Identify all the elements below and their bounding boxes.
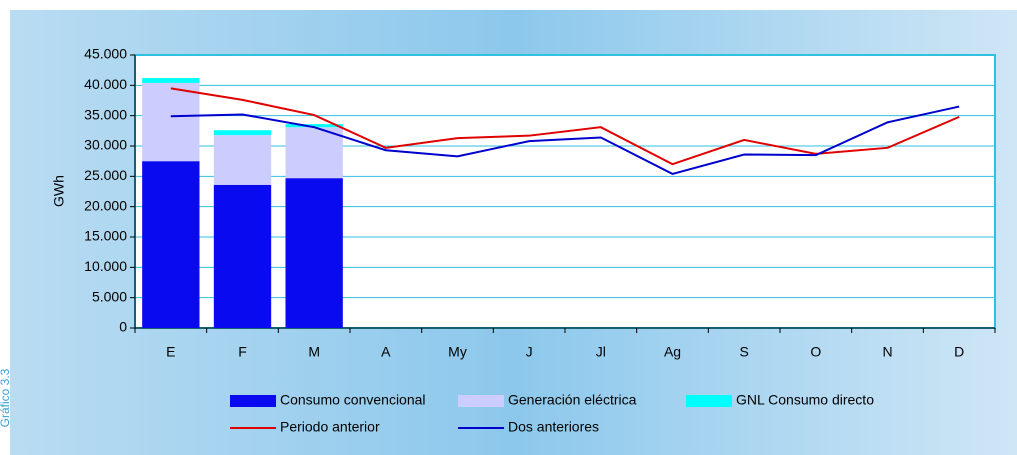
side-label: Gráfico 3.3 bbox=[0, 368, 12, 427]
legend-swatch bbox=[458, 395, 504, 407]
y-tick-label: 0 bbox=[119, 319, 127, 335]
x-tick-label: A bbox=[381, 344, 391, 360]
x-tick-label: F bbox=[238, 344, 247, 360]
legend-label: Generación eléctrica bbox=[508, 392, 637, 408]
bar bbox=[213, 184, 272, 328]
bar bbox=[285, 127, 343, 179]
x-tick-label: My bbox=[448, 344, 467, 360]
legend-label: Dos anteriores bbox=[508, 419, 599, 435]
plot-area bbox=[134, 54, 996, 329]
x-tick-label: Jl bbox=[596, 344, 606, 360]
y-tick-label: 40.000 bbox=[84, 76, 127, 92]
y-tick-label: 5.000 bbox=[92, 288, 127, 304]
y-tick-label: 35.000 bbox=[84, 106, 127, 122]
x-tick-label: M bbox=[308, 344, 320, 360]
y-tick-label: 30.000 bbox=[84, 137, 127, 153]
line bbox=[170, 87, 960, 166]
bar bbox=[213, 130, 272, 136]
y-tick-label: 45.000 bbox=[84, 46, 127, 62]
y-axis-label: GWh bbox=[51, 175, 67, 207]
bar bbox=[142, 161, 200, 328]
x-tick-label: J bbox=[526, 344, 533, 360]
x-tick-label: N bbox=[882, 344, 892, 360]
legend-swatch bbox=[230, 395, 276, 407]
x-tick-label: Ag bbox=[664, 344, 681, 360]
y-tick-label: 10.000 bbox=[84, 258, 127, 274]
legend-label: GNL Consumo directo bbox=[736, 392, 874, 408]
y-tick-label: 25.000 bbox=[84, 167, 127, 183]
bar bbox=[213, 135, 272, 185]
y-tick-label: 15.000 bbox=[84, 228, 127, 244]
x-tick-label: E bbox=[166, 344, 175, 360]
y-tick-label: 20.000 bbox=[84, 197, 127, 213]
bar bbox=[142, 78, 200, 83]
x-tick-label: D bbox=[954, 344, 964, 360]
x-tick-label: O bbox=[810, 344, 821, 360]
bar bbox=[142, 82, 200, 162]
legend-label: Consumo convencional bbox=[280, 392, 426, 408]
x-tick-label: S bbox=[739, 344, 748, 360]
bar bbox=[285, 178, 343, 328]
line bbox=[170, 105, 960, 175]
legend-label: Periodo anterior bbox=[280, 419, 380, 435]
bar bbox=[285, 124, 343, 128]
legend-swatch bbox=[686, 395, 732, 407]
